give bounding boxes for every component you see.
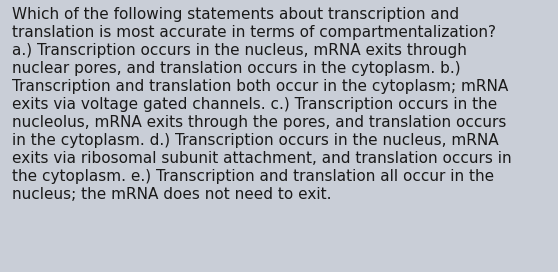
Text: Which of the following statements about transcription and
translation is most ac: Which of the following statements about … bbox=[12, 7, 512, 202]
